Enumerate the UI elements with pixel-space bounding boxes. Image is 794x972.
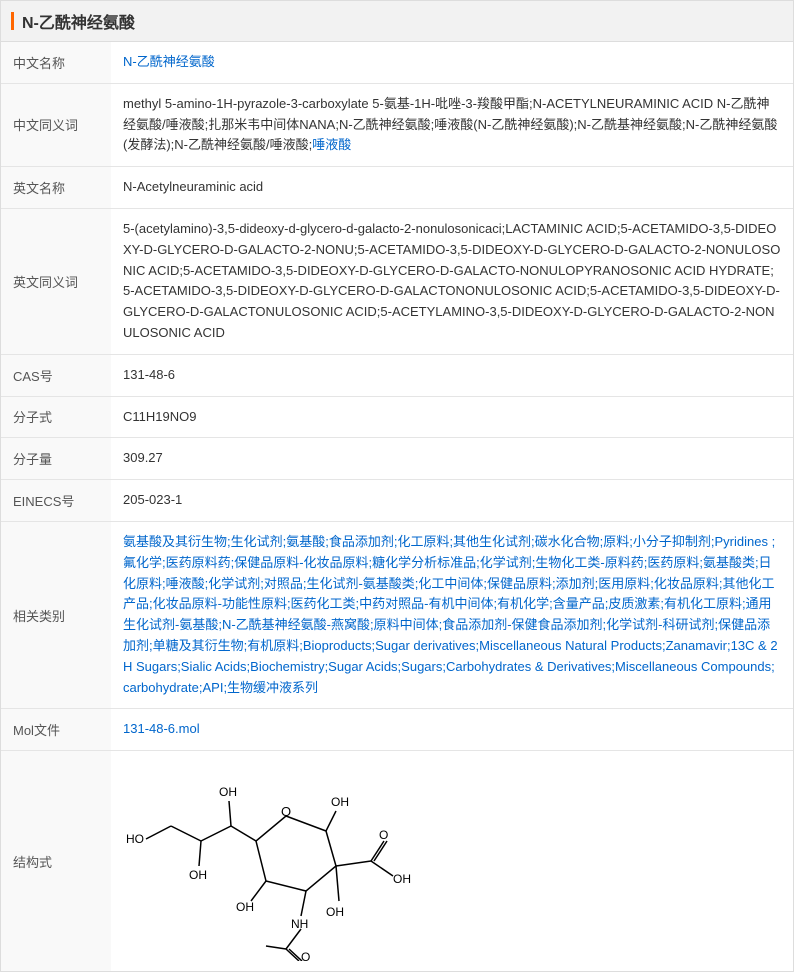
structure-svg: O OH O OH NH bbox=[121, 761, 441, 961]
table-row: 英文名称 N-Acetylneuraminic acid bbox=[1, 167, 793, 209]
row-label-syn-en: 英文同义词 bbox=[1, 209, 111, 354]
info-table: N-乙酰神经氨酸 中文名称 N-乙酰神经氨酸 中文同义词 methyl 5-am… bbox=[0, 0, 794, 972]
svg-text:OH: OH bbox=[331, 795, 349, 809]
row-value-einecs: 205-023-1 bbox=[111, 480, 793, 521]
table-row: 分子式 C11H19NO9 bbox=[1, 397, 793, 439]
row-label-name-en: 英文名称 bbox=[1, 167, 111, 208]
row-value-formula: C11H19NO9 bbox=[111, 397, 793, 438]
row-label-mol: Mol文件 bbox=[1, 709, 111, 750]
row-label-category: 相关类别 bbox=[1, 522, 111, 708]
row-label-syn-cn: 中文同义词 bbox=[1, 84, 111, 166]
table-row: 相关类别 氨基酸及其衍生物;生化试剂;氨基酸;食品添加剂;化工原料;其他生化试剂… bbox=[1, 522, 793, 709]
table-row: 英文同义词 5-(acetylamino)-3,5-dideoxy-d-glyc… bbox=[1, 209, 793, 355]
svg-text:O: O bbox=[281, 804, 291, 819]
svg-text:OH: OH bbox=[236, 900, 254, 914]
row-label-name-cn: 中文名称 bbox=[1, 42, 111, 83]
row-label-formula: 分子式 bbox=[1, 397, 111, 438]
svg-text:OH: OH bbox=[189, 868, 207, 882]
svg-text:NH: NH bbox=[291, 917, 308, 931]
table-row: 中文名称 N-乙酰神经氨酸 bbox=[1, 42, 793, 84]
svg-text:OH: OH bbox=[393, 872, 411, 886]
row-value-mol: 131-48-6.mol bbox=[111, 709, 793, 750]
svg-text:OH: OH bbox=[326, 905, 344, 919]
row-value-name-cn: N-乙酰神经氨酸 bbox=[111, 42, 793, 83]
row-value-category: 氨基酸及其衍生物;生化试剂;氨基酸;食品添加剂;化工原料;其他生化试剂;碳水化合… bbox=[111, 522, 793, 708]
accent-bar bbox=[11, 12, 14, 30]
table-row: 中文同义词 methyl 5-amino-1H-pyrazole-3-carbo… bbox=[1, 84, 793, 167]
category-link[interactable]: 氨基酸及其衍生物;生化试剂;氨基酸;食品添加剂;化工原料;其他生化试剂;碳水化合… bbox=[123, 534, 778, 695]
table-row: 结构式 O OH O OH bbox=[1, 751, 793, 971]
svg-text:HO: HO bbox=[126, 832, 144, 846]
row-label-weight: 分子量 bbox=[1, 438, 111, 479]
table-row: Mol文件 131-48-6.mol bbox=[1, 709, 793, 751]
row-value-syn-en: 5-(acetylamino)-3,5-dideoxy-d-glycero-d-… bbox=[111, 209, 793, 354]
table-header: N-乙酰神经氨酸 bbox=[1, 1, 793, 42]
row-label-cas: CAS号 bbox=[1, 355, 111, 396]
table-row: CAS号 131-48-6 bbox=[1, 355, 793, 397]
svg-text:O: O bbox=[379, 828, 388, 842]
svg-text:O: O bbox=[301, 950, 310, 961]
row-value-cas: 131-48-6 bbox=[111, 355, 793, 396]
row-value-structure: O OH O OH NH bbox=[111, 751, 793, 971]
row-label-structure: 结构式 bbox=[1, 751, 111, 971]
mol-file-link[interactable]: 131-48-6.mol bbox=[123, 721, 200, 736]
table-row: EINECS号 205-023-1 bbox=[1, 480, 793, 522]
row-value-name-en: N-Acetylneuraminic acid bbox=[111, 167, 793, 208]
syn-cn-link[interactable]: 唾液酸 bbox=[312, 137, 351, 152]
row-value-weight: 309.27 bbox=[111, 438, 793, 479]
page-title: N-乙酰神经氨酸 bbox=[22, 9, 135, 33]
name-cn-link[interactable]: N-乙酰神经氨酸 bbox=[123, 54, 215, 69]
table-row: 分子量 309.27 bbox=[1, 438, 793, 480]
row-value-syn-cn: methyl 5-amino-1H-pyrazole-3-carboxylate… bbox=[111, 84, 793, 166]
svg-text:OH: OH bbox=[219, 785, 237, 799]
row-label-einecs: EINECS号 bbox=[1, 480, 111, 521]
